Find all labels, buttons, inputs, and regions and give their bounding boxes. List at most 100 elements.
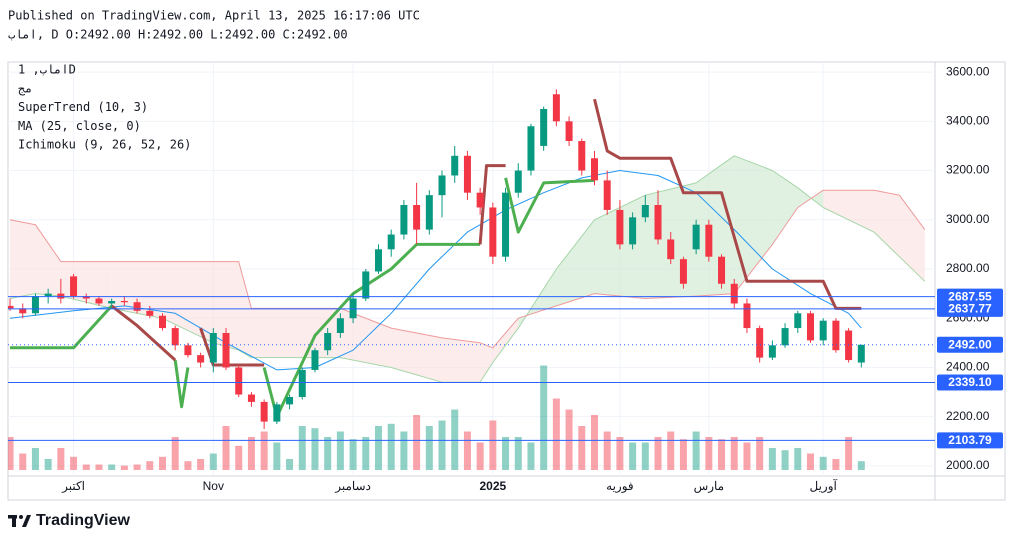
volume-bar xyxy=(451,409,459,470)
volume-bar xyxy=(463,431,471,470)
axes: 2000.002200.002400.002600.002800.003000.… xyxy=(61,64,1003,493)
price-label: 2492.00 xyxy=(948,337,992,351)
legend-line: Ichimoku (9, 26, 52, 26) xyxy=(18,138,191,152)
candle-body xyxy=(514,170,522,193)
volume-bar xyxy=(374,426,382,470)
volume-bar xyxy=(476,442,484,470)
cloud-fill xyxy=(772,170,798,245)
cloud-fill xyxy=(556,219,595,306)
volume-bar xyxy=(120,465,128,470)
volume-bar xyxy=(489,420,497,470)
volume-bar xyxy=(108,464,116,470)
candle-body xyxy=(57,293,65,299)
volume-bar xyxy=(387,423,395,470)
candle-body xyxy=(552,94,560,122)
y-tick-label: 3400.00 xyxy=(946,113,990,127)
cloud-fill xyxy=(213,261,239,351)
logo-shape xyxy=(12,515,16,527)
volume-bar xyxy=(705,437,713,470)
volume-bar xyxy=(413,415,421,470)
candle-body xyxy=(146,310,154,316)
candle-body xyxy=(705,224,713,257)
publish-title: Published on TradingView.com, April 13, … xyxy=(8,9,420,23)
candle-body xyxy=(44,293,52,297)
cloud-fill xyxy=(442,337,481,383)
volume-bar xyxy=(70,456,78,470)
candle-body xyxy=(336,318,344,333)
volume-bar xyxy=(349,439,357,470)
candle-body xyxy=(70,276,78,297)
cloud-fill xyxy=(492,318,519,363)
candle-body xyxy=(832,320,840,351)
volume-bar xyxy=(425,426,433,470)
candle-body xyxy=(654,205,662,240)
volume-bar xyxy=(362,437,370,470)
candle-body xyxy=(311,350,319,370)
volume-bar xyxy=(8,437,14,470)
volume-bar xyxy=(57,448,65,470)
candle-body xyxy=(857,344,865,363)
volume-bar xyxy=(298,426,306,470)
price-label-box xyxy=(937,432,1003,449)
volume-bar xyxy=(679,439,687,470)
y-tick-label: 2200.00 xyxy=(946,409,990,423)
price-label-box xyxy=(937,288,1003,305)
volume-bar xyxy=(146,461,154,470)
volume-bar xyxy=(616,437,624,470)
cloud-fill xyxy=(734,155,773,294)
y-tick-label: 2800.00 xyxy=(946,261,990,275)
candle-body xyxy=(756,328,764,358)
logo-shape xyxy=(19,515,23,519)
volume-bar xyxy=(247,437,255,470)
candle-body xyxy=(374,249,382,272)
x-tick-label: اكتبر xyxy=(61,479,85,493)
candle-body xyxy=(667,239,675,260)
candle-body xyxy=(31,296,39,314)
volume-bar xyxy=(654,437,662,470)
price-label-box xyxy=(937,300,1003,317)
candle-body xyxy=(819,320,827,341)
volume-bar xyxy=(222,426,230,470)
candle-body xyxy=(463,155,471,193)
candle-body xyxy=(387,234,395,250)
cloud-fill xyxy=(391,328,443,383)
ichimoku-span-a xyxy=(9,155,926,383)
candle-body xyxy=(692,224,700,250)
cloud-fill xyxy=(480,342,493,383)
candle-body xyxy=(565,121,573,142)
candle-body xyxy=(730,283,738,304)
cloud-fill xyxy=(823,190,849,220)
volume-bar xyxy=(806,453,814,470)
volume-bar xyxy=(641,442,649,470)
cloud-fill xyxy=(251,308,290,358)
ma-line xyxy=(9,170,862,371)
cloud-fill xyxy=(10,219,36,299)
volume-bar xyxy=(324,437,332,470)
candle-body xyxy=(82,296,90,299)
candle-body xyxy=(413,205,421,230)
volume-bar xyxy=(159,456,166,470)
grid xyxy=(8,62,935,476)
volume-bar xyxy=(845,437,853,470)
y-tick-label: 3600.00 xyxy=(946,64,990,78)
legend-line: اماب, 1D xyxy=(18,63,76,77)
candle-body xyxy=(108,300,116,304)
candle-body xyxy=(159,315,166,329)
candle-body xyxy=(476,192,484,208)
volume-bar xyxy=(514,437,522,470)
cloud-fill xyxy=(35,224,61,297)
volume-bar xyxy=(743,442,751,470)
candle-body xyxy=(286,396,294,405)
volume-bar xyxy=(832,459,840,470)
volume xyxy=(8,365,865,470)
x-tick-label: دسامبر xyxy=(334,479,371,493)
volume-bar xyxy=(400,431,408,470)
price-label: 2103.79 xyxy=(948,433,992,447)
candle-body xyxy=(400,205,408,235)
volume-bar xyxy=(540,365,548,470)
candle-body xyxy=(629,217,637,245)
cloud-fill xyxy=(874,190,900,257)
volume-bar xyxy=(794,448,802,470)
volume-bar xyxy=(273,442,281,470)
